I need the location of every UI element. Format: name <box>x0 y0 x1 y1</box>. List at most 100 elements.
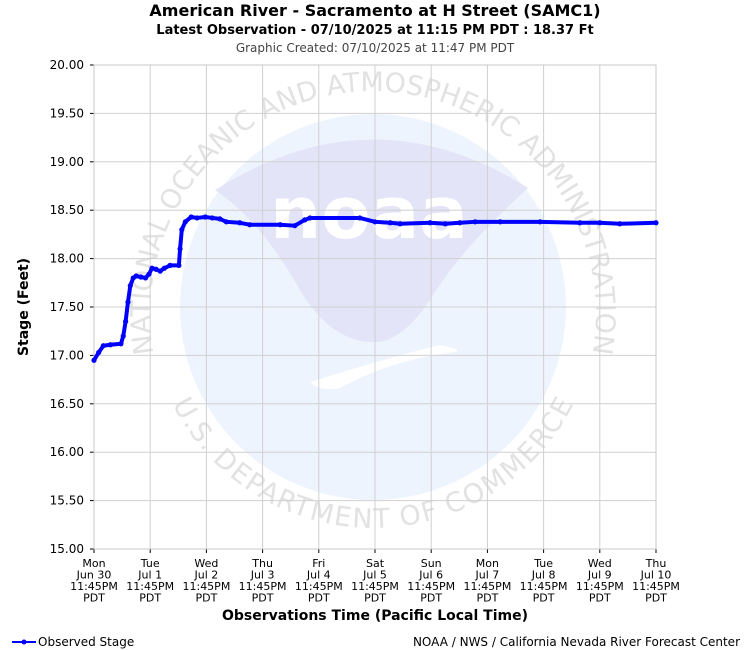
chart-title: American River - Sacramento at H Street … <box>149 1 600 20</box>
y-tick-label: 15.50 <box>50 494 84 508</box>
x-tick-label: 11:45PM <box>351 580 399 593</box>
watermark: noaa NATIONAL OCEANIC AND ATMOSPHERIC AD… <box>126 67 620 535</box>
data-point <box>100 343 106 349</box>
x-tick-label: 11:45PM <box>463 580 511 593</box>
data-point <box>292 223 298 229</box>
x-tick-label: Mon <box>82 557 105 570</box>
x-tick-label: 11:45PM <box>182 580 230 593</box>
x-tick-label: 11:45PM <box>407 580 455 593</box>
x-tick-label: 11:45PM <box>295 580 343 593</box>
x-tick-label: PDT <box>139 592 161 605</box>
x-tick-label: Jul 1 <box>137 569 162 582</box>
x-tick-label: 11:45PM <box>70 580 118 593</box>
data-point <box>157 268 163 274</box>
x-tick-label: 11:45PM <box>576 580 624 593</box>
data-point <box>302 217 308 223</box>
x-axis-label: Observations Time (Pacific Local Time) <box>222 608 528 624</box>
data-point <box>372 219 378 225</box>
x-tick-label: PDT <box>645 592 667 605</box>
x-tick-label: Sun <box>421 557 442 570</box>
x-tick-label: Fri <box>312 557 325 570</box>
data-point <box>597 220 603 226</box>
legend-label: Observed Stage <box>38 635 134 649</box>
x-tick-label: Tue <box>533 557 553 570</box>
data-point <box>153 266 159 272</box>
data-point <box>577 220 583 226</box>
y-tick-label: 20.00 <box>50 58 84 72</box>
x-tick-label: Jul 4 <box>306 569 331 582</box>
data-point <box>617 221 623 227</box>
data-point <box>127 283 133 289</box>
data-point <box>91 357 97 363</box>
data-point <box>179 226 185 233</box>
x-tick-label: PDT <box>252 592 274 605</box>
data-point <box>149 265 155 271</box>
x-tick-label: Jul 3 <box>250 569 275 582</box>
x-tick-label: Jul 9 <box>587 569 612 582</box>
chart-subtitle: Latest Observation - 07/10/2025 at 11:15… <box>156 23 593 38</box>
x-tick-label: Thu <box>251 557 273 570</box>
data-point <box>457 220 463 226</box>
data-point <box>182 219 188 225</box>
data-point <box>133 273 139 279</box>
logo-wave <box>310 345 458 390</box>
data-point <box>653 220 659 226</box>
data-point <box>217 216 223 222</box>
x-tick-label: 11:45PM <box>239 580 287 593</box>
x-tick-label: 11:45PM <box>632 580 680 593</box>
y-tick-label: 16.00 <box>50 445 84 459</box>
x-tick-label: Jun 30 <box>76 569 112 582</box>
x-tick-label: Jul 8 <box>531 569 556 582</box>
data-point <box>194 215 200 221</box>
y-axis-label: Stage (Feet) <box>16 258 32 356</box>
x-tick-label: Sat <box>366 557 385 570</box>
x-tick-label: PDT <box>589 592 611 605</box>
x-tick-label: Tue <box>140 557 160 570</box>
y-tick-label: 18.50 <box>50 203 84 217</box>
data-point <box>142 275 149 281</box>
y-tick-label: 16.50 <box>50 397 84 411</box>
data-point <box>167 262 173 268</box>
y-tick-label: 19.00 <box>50 155 84 169</box>
x-tick-label: Jul 5 <box>362 569 387 582</box>
x-tick-label: Wed <box>588 557 612 570</box>
data-point <box>497 219 503 225</box>
data-point <box>237 220 243 226</box>
x-tick-label: PDT <box>195 592 217 605</box>
x-tick-label: PDT <box>308 592 330 605</box>
data-point <box>277 222 283 228</box>
data-point <box>120 333 126 339</box>
data-point <box>125 299 131 305</box>
data-point <box>397 221 403 227</box>
x-tick-label: Thu <box>645 557 667 570</box>
logo-text: noaa <box>270 171 468 255</box>
data-point <box>176 262 182 268</box>
data-point <box>118 341 124 347</box>
x-tick-label: PDT <box>364 592 386 605</box>
x-tick-label: PDT <box>420 592 442 605</box>
data-point <box>442 221 448 227</box>
legend-marker <box>21 639 27 645</box>
y-tick-label: 19.50 <box>50 106 84 120</box>
data-point <box>472 219 478 225</box>
data-point <box>96 349 102 356</box>
data-point <box>146 271 152 277</box>
x-tick-label: Wed <box>194 557 218 570</box>
x-tick-label: Jul 7 <box>475 569 500 582</box>
y-tick-label: 18.00 <box>50 252 84 266</box>
y-tick-label: 17.50 <box>50 300 84 314</box>
data-point <box>177 246 183 252</box>
x-tick-label: Jul 10 <box>640 569 672 582</box>
created-note: Graphic Created: 07/10/2025 at 11:47 PM … <box>236 41 515 55</box>
data-point <box>357 215 363 221</box>
x-tick-label: Jul 2 <box>194 569 219 582</box>
x-tick-label: PDT <box>476 592 498 605</box>
x-tick-label: PDT <box>533 592 555 605</box>
y-tick-label: 17.00 <box>50 348 84 362</box>
x-tick-label: Mon <box>476 557 499 570</box>
data-point <box>427 220 433 226</box>
data-point <box>209 215 215 221</box>
data-point <box>387 220 393 226</box>
data-point <box>202 214 208 220</box>
